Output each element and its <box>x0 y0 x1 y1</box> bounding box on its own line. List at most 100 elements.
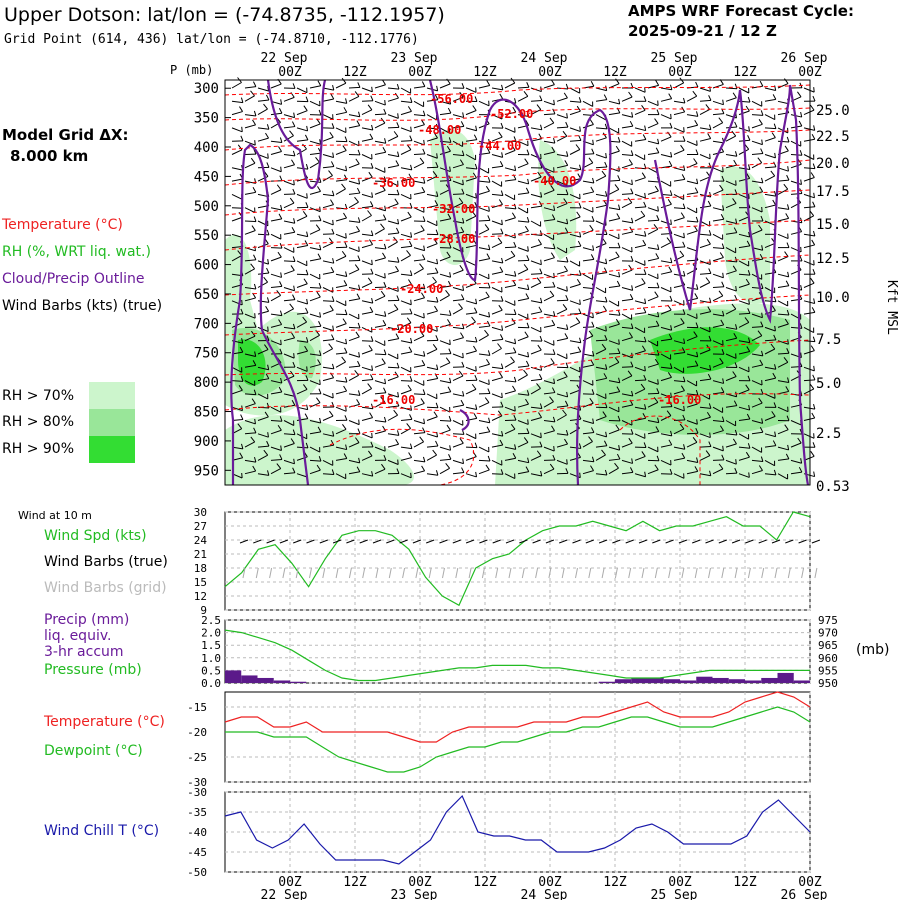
wind-barb-flag <box>445 289 450 296</box>
wind-barb <box>621 125 633 129</box>
wind-barb <box>647 167 658 174</box>
wind-barb <box>257 433 269 438</box>
wind-barb <box>478 446 490 453</box>
pressure-tick-label: 960 <box>818 652 838 665</box>
wind-barb-flag <box>318 350 322 356</box>
wind-barb <box>595 114 606 121</box>
wind-barb <box>296 350 308 355</box>
wind-barb <box>283 126 295 129</box>
wind-barb <box>751 364 763 368</box>
wind-barb-flag <box>552 349 556 355</box>
wind-barb-flag <box>475 471 478 477</box>
wind-barb-flag <box>315 156 320 163</box>
wind-barb <box>465 260 477 267</box>
wind-barb <box>777 313 790 316</box>
temperature-contour-6 <box>224 254 811 296</box>
wind-barb-flag <box>787 339 789 345</box>
wind-barb-flag <box>369 239 373 245</box>
wind-barb <box>725 202 737 209</box>
wind-barb-flag <box>526 216 530 223</box>
wind-barb-flag <box>708 441 712 447</box>
wind-barb <box>335 82 347 89</box>
wind-barb-flag <box>396 400 400 407</box>
wind-barb-flag <box>616 453 621 460</box>
wind-barb <box>660 87 672 91</box>
wind-barb-flag <box>446 251 451 258</box>
wind-barb <box>491 377 503 382</box>
wind-barb-flag <box>342 145 347 151</box>
wind-barb <box>777 390 789 395</box>
wind-barb <box>634 215 646 222</box>
bottom-day-label: 24 Sep <box>521 888 568 900</box>
wind-barb <box>400 100 412 103</box>
wind-barb <box>244 393 257 396</box>
wind-barb <box>790 298 802 302</box>
wind-barb <box>751 258 763 262</box>
wind-barb-flag <box>263 276 269 283</box>
wind-barb-flag <box>459 438 464 444</box>
wind-barb-flag <box>370 374 374 380</box>
wind-barb-flag <box>748 126 750 132</box>
pressure-label: Pressure (mb) <box>44 662 142 678</box>
wind-barb <box>296 110 308 116</box>
wind-barb <box>283 459 295 465</box>
wind-barb <box>556 114 568 119</box>
wind-barb-flag <box>565 83 569 90</box>
wind-barb <box>803 350 815 355</box>
wind-barb-flag <box>330 266 335 273</box>
wind-barb <box>452 96 464 102</box>
wind-barb-flag <box>523 437 529 443</box>
wind10m-barb-grid <box>708 567 711 579</box>
wind-barb-flag <box>538 374 543 380</box>
wind-barb-flag <box>550 358 555 364</box>
wind-barb-flag <box>345 98 348 104</box>
wind-barb-flag <box>355 437 360 443</box>
wind-barb-flag <box>642 307 647 313</box>
wind-barb <box>426 454 437 461</box>
top-hour-label: 12Z <box>733 65 757 80</box>
wind-barb-flag <box>357 390 361 396</box>
wind-barb-flag <box>436 258 439 265</box>
wind-barb <box>621 313 632 320</box>
wind10m-barb-grid <box>774 567 778 579</box>
wind-barb-flag <box>525 293 530 299</box>
wind-barb <box>777 233 789 240</box>
wind-barb-flag <box>591 321 595 328</box>
wind-barb-flag <box>588 157 594 164</box>
wind-barb-flag <box>293 112 296 118</box>
wind-barb <box>426 137 438 142</box>
wind-barb-flag <box>292 256 296 262</box>
wind-barb <box>569 283 581 288</box>
wind-barb <box>465 388 477 395</box>
wind-barb-flag <box>458 303 463 309</box>
wind-barb <box>673 366 684 374</box>
wind-barb <box>647 190 659 195</box>
wind-barb <box>634 455 646 461</box>
wind-barb-flag <box>344 347 348 354</box>
wind-barb-flag <box>370 441 374 448</box>
wind-barb <box>777 300 788 307</box>
wind-barb <box>673 390 685 395</box>
wind-barb-flag <box>757 330 763 337</box>
wind-barb <box>712 257 724 262</box>
wind-barb <box>348 201 359 209</box>
wind-barb <box>647 140 659 145</box>
wind-barb <box>777 446 789 451</box>
wind-barb <box>595 204 607 209</box>
wind-barb <box>530 433 542 439</box>
wind-barb-flag <box>771 132 776 138</box>
wind-barb <box>738 245 750 249</box>
wind-barb-flag <box>264 411 269 418</box>
wind-barb-flag <box>422 148 426 155</box>
wind-barb <box>569 260 580 267</box>
wind-barb-flag <box>539 268 543 274</box>
wind-barb <box>400 418 412 421</box>
wind-barb <box>322 260 334 264</box>
wind-barb <box>608 380 620 384</box>
wind-barb <box>257 366 269 371</box>
wind-barb-flag <box>263 449 269 456</box>
wind-barb-flag <box>643 96 647 102</box>
wind-barb-flag <box>475 193 477 199</box>
wind-barb <box>491 393 503 399</box>
wind-barb <box>387 114 399 119</box>
